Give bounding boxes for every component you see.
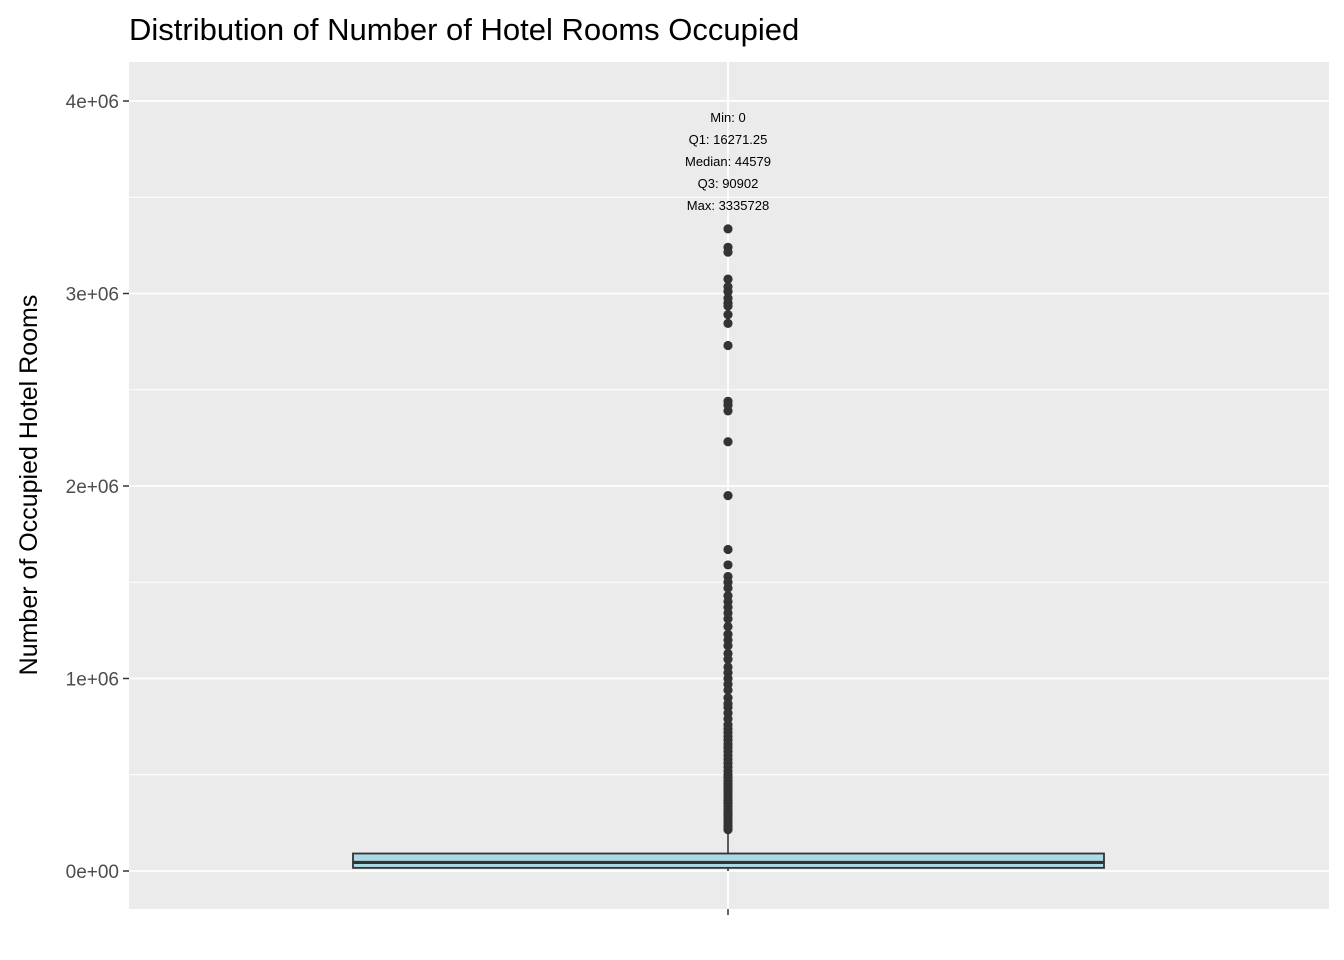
outlier-point xyxy=(723,560,733,570)
y-tick-label: 4e+06 xyxy=(66,92,119,113)
outlier-point xyxy=(723,825,733,835)
outlier-point xyxy=(723,641,733,651)
outlier-point xyxy=(723,247,733,257)
outlier-point xyxy=(723,544,733,555)
outlier-point xyxy=(723,286,733,297)
outlier-point xyxy=(723,491,733,501)
outlier-point xyxy=(723,318,733,328)
boxplot xyxy=(352,832,1105,871)
annotation-line: Max: 3335728 xyxy=(687,198,769,213)
outlier-point xyxy=(723,340,733,351)
y-tick-label: 1e+06 xyxy=(66,670,119,691)
outlier-point xyxy=(723,310,733,320)
outlier-point xyxy=(723,301,733,311)
annotation-line: Min: 0 xyxy=(710,110,745,125)
outlier-point xyxy=(723,274,733,284)
annotation-line: Q3: 90902 xyxy=(698,176,759,191)
outlier-point xyxy=(723,224,733,234)
outlier-point xyxy=(723,654,733,664)
outlier-points xyxy=(723,224,733,835)
chart-title: Distribution of Number of Hotel Rooms Oc… xyxy=(129,12,799,47)
annotation-line: Q1: 16271.25 xyxy=(689,132,768,147)
outlier-point xyxy=(723,437,733,447)
y-tick-label: 2e+06 xyxy=(66,477,119,498)
outlier-point xyxy=(723,583,733,593)
outlier-point xyxy=(723,614,733,624)
y-axis: 0e+00 1e+06 2e+06 3e+06 4e+06 xyxy=(66,92,129,883)
outlier-point xyxy=(723,685,733,695)
y-axis-label: Number of Occupied Hotel Rooms xyxy=(15,295,43,676)
outlier-point xyxy=(723,406,733,416)
summary-annotation: Min: 0 Q1: 16271.25 Median: 44579 Q3: 90902… xyxy=(685,110,771,213)
y-tick-label: 3e+06 xyxy=(66,285,119,306)
annotation-line: Median: 44579 xyxy=(685,154,771,169)
box-iqr xyxy=(352,852,1105,869)
outlier-point xyxy=(723,621,733,632)
y-tick-label: 0e+00 xyxy=(66,862,119,883)
